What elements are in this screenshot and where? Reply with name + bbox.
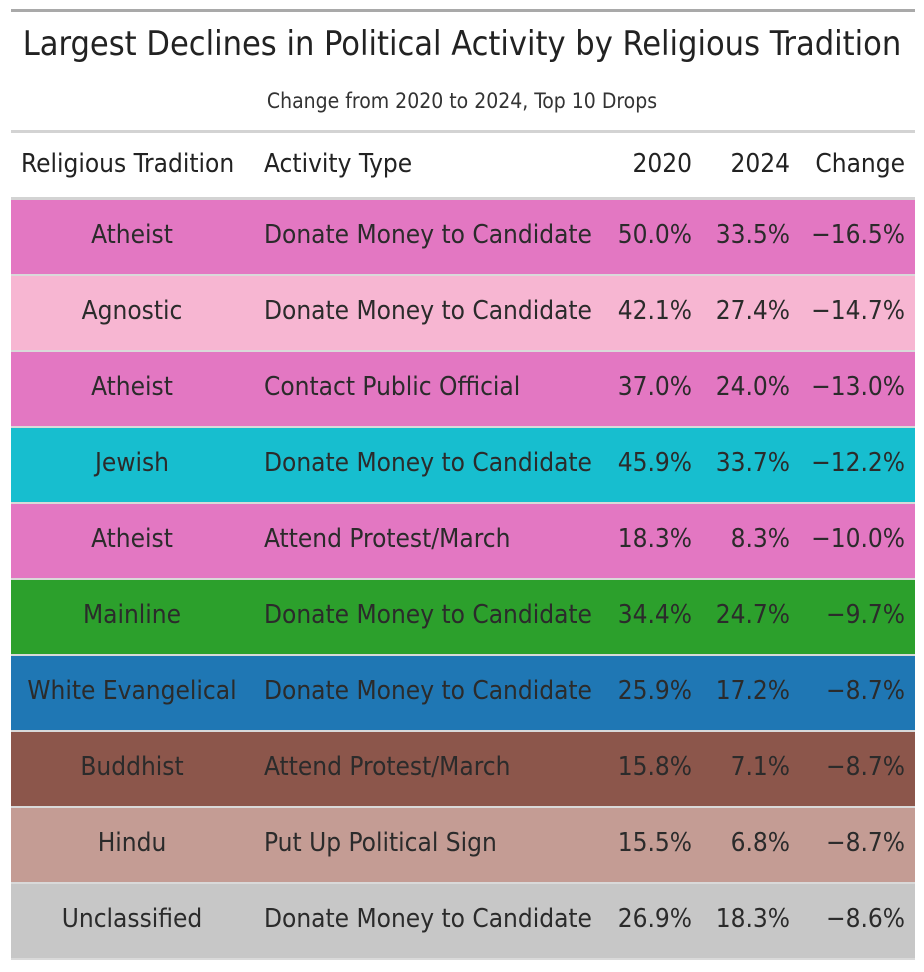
cell-tradition: Hindu <box>97 828 167 858</box>
cell-change: −8.6% <box>825 904 905 934</box>
table-row: Atheist Donate Money to Candidate 50.0% 33.… <box>11 200 915 276</box>
header-top-rule <box>11 130 915 133</box>
cell-change: −12.2% <box>811 448 905 478</box>
cell-tradition: White Evangelical <box>27 676 237 706</box>
cell-tradition: Atheist <box>91 524 173 554</box>
cell-activity: Donate Money to Candidate <box>264 220 592 250</box>
cell-activity: Donate Money to Candidate <box>264 296 592 326</box>
cell-change: −10.0% <box>811 524 905 554</box>
top-rule <box>11 9 915 12</box>
header-bottom-rule <box>11 197 915 200</box>
cell-tradition: Agnostic <box>81 296 183 326</box>
cell-2024: 24.0% <box>715 372 790 402</box>
table-row: Unclassified Donate Money to Candidate 26.… <box>11 884 915 960</box>
cell-2020: 18.3% <box>617 524 692 554</box>
cell-tradition: Atheist <box>91 220 173 250</box>
cell-activity: Donate Money to Candidate <box>264 904 592 934</box>
cell-activity: Donate Money to Candidate <box>264 448 592 478</box>
cell-activity: Donate Money to Candidate <box>264 676 592 706</box>
column-header-2024: 2024 <box>730 149 790 179</box>
table-row: Jewish Donate Money to Candidate 45.9% 33.7… <box>11 428 915 504</box>
cell-2024: 24.7% <box>715 600 790 630</box>
column-header-2020: 2020 <box>632 149 692 179</box>
table-row: Mainline Donate Money to Candidate 34.4% 24… <box>11 580 915 656</box>
cell-2024: 6.8% <box>730 828 790 858</box>
cell-2020: 26.9% <box>617 904 692 934</box>
cell-activity: Attend Protest/March <box>264 752 511 782</box>
column-header-activity: Activity Type <box>264 149 413 179</box>
cell-2020: 15.5% <box>617 828 692 858</box>
table-header: Religious Tradition Activity Type 2020 2… <box>11 136 915 196</box>
column-header-tradition: Religious Tradition <box>21 149 235 179</box>
cell-change: −9.7% <box>825 600 905 630</box>
cell-change: −8.7% <box>825 828 905 858</box>
cell-activity: Attend Protest/March <box>264 524 511 554</box>
cell-2020: 50.0% <box>617 220 692 250</box>
cell-2024: 27.4% <box>715 296 790 326</box>
table-row: Buddhist Attend Protest/March 15.8% 7.1% −8.… <box>11 732 915 808</box>
cell-2024: 8.3% <box>730 524 790 554</box>
cell-change: −13.0% <box>811 372 905 402</box>
cell-2020: 42.1% <box>617 296 692 326</box>
cell-change: −8.7% <box>825 676 905 706</box>
cell-2020: 37.0% <box>617 372 692 402</box>
cell-2024: 18.3% <box>715 904 790 934</box>
cell-2024: 7.1% <box>730 752 790 782</box>
cell-2020: 15.8% <box>617 752 692 782</box>
cell-activity: Donate Money to Candidate <box>264 600 592 630</box>
cell-tradition: Jewish <box>95 448 169 478</box>
table-row: Atheist Attend Protest/March 18.3% 8.3% −10.… <box>11 504 915 580</box>
cell-2020: 34.4% <box>617 600 692 630</box>
cell-2024: 33.7% <box>715 448 790 478</box>
cell-change: −14.7% <box>811 296 905 326</box>
column-header-change: Change <box>815 149 905 179</box>
table-row: White Evangelical Donate Money to Candida… <box>11 656 915 732</box>
cell-tradition: Buddhist <box>80 752 184 782</box>
chart-subtitle: Change from 2020 to 2024, Top 10 Drops <box>266 89 658 113</box>
cell-change: −16.5% <box>811 220 905 250</box>
cell-tradition: Atheist <box>91 372 173 402</box>
cell-activity: Put Up Political Sign <box>264 828 497 858</box>
table-row: Atheist Contact Public Official 37.0% 24.0%… <box>11 352 915 428</box>
cell-2024: 33.5% <box>715 220 790 250</box>
cell-activity: Contact Public Official <box>264 372 521 402</box>
cell-tradition: Unclassified <box>61 904 203 934</box>
cell-2024: 17.2% <box>715 676 790 706</box>
table-row: Agnostic Donate Money to Candidate 42.1% 27… <box>11 276 915 352</box>
cell-2020: 45.9% <box>617 448 692 478</box>
table-row: Hindu Put Up Political Sign 15.5% 6.8% −8.7% <box>11 808 915 884</box>
cell-2020: 25.9% <box>617 676 692 706</box>
cell-change: −8.7% <box>825 752 905 782</box>
chart-title: Largest Declines in Political Activity b… <box>22 24 902 64</box>
cell-tradition: Mainline <box>82 600 182 630</box>
